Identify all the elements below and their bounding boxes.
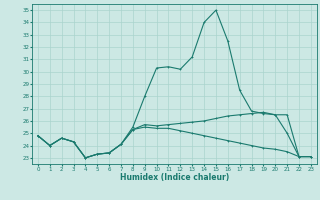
X-axis label: Humidex (Indice chaleur): Humidex (Indice chaleur): [120, 173, 229, 182]
